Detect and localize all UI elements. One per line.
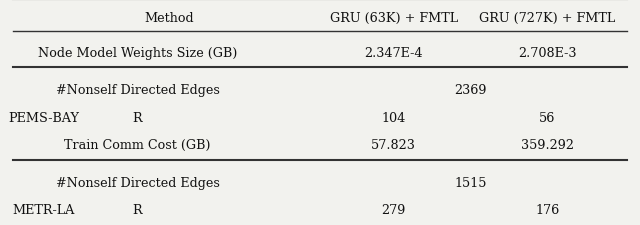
Text: 359.292: 359.292 [521, 138, 573, 151]
Text: PEMS-BAY: PEMS-BAY [8, 111, 79, 124]
Text: Method: Method [145, 11, 195, 25]
Text: #Nonself Directed Edges: #Nonself Directed Edges [56, 84, 220, 97]
Text: GRU (727K) + FMTL: GRU (727K) + FMTL [479, 11, 615, 25]
Text: R: R [132, 203, 143, 216]
Text: Train Comm Cost (GB): Train Comm Cost (GB) [65, 138, 211, 151]
Text: 104: 104 [381, 111, 406, 124]
Text: 57.823: 57.823 [371, 138, 416, 151]
Text: GRU (63K) + FMTL: GRU (63K) + FMTL [330, 11, 458, 25]
Text: 2.708E-3: 2.708E-3 [518, 47, 577, 60]
Text: 2369: 2369 [454, 84, 486, 97]
Text: METR-LA: METR-LA [12, 203, 75, 216]
Text: R: R [132, 111, 143, 124]
Text: 56: 56 [539, 111, 556, 124]
Text: 176: 176 [535, 203, 559, 216]
Text: 2.347E-4: 2.347E-4 [364, 47, 423, 60]
Text: 1515: 1515 [454, 176, 486, 189]
Text: Node Model Weights Size (GB): Node Model Weights Size (GB) [38, 47, 237, 60]
Text: #Nonself Directed Edges: #Nonself Directed Edges [56, 176, 220, 189]
Text: 279: 279 [381, 203, 406, 216]
